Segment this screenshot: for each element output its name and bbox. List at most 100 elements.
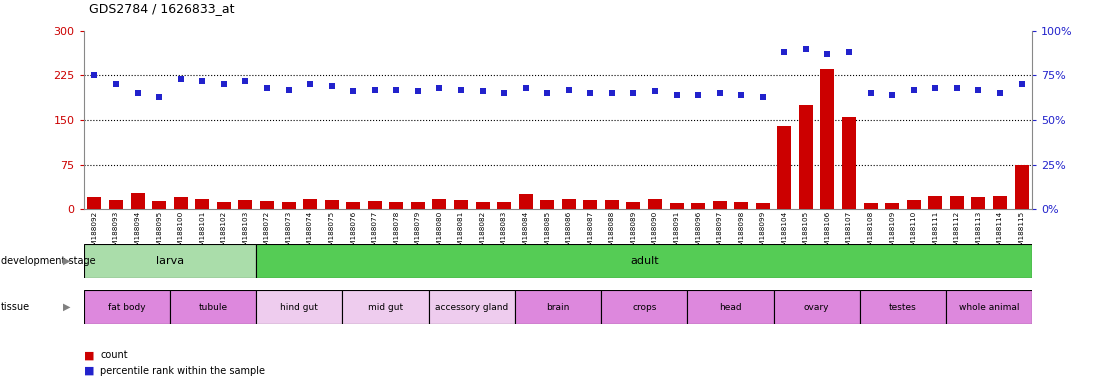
- Text: adult: adult: [629, 256, 658, 266]
- Point: [107, 81, 125, 87]
- Point: [947, 85, 965, 91]
- Text: fat body: fat body: [108, 303, 145, 312]
- Bar: [346, 202, 360, 209]
- Point: [646, 88, 664, 94]
- Text: larva: larva: [156, 256, 184, 266]
- Bar: [195, 199, 210, 209]
- Bar: [343, 290, 429, 324]
- Bar: [217, 202, 231, 209]
- Point: [215, 81, 233, 87]
- Bar: [605, 200, 619, 209]
- Text: accessory gland: accessory gland: [435, 303, 509, 312]
- Bar: [540, 200, 555, 209]
- Text: ▶: ▶: [62, 302, 70, 312]
- Bar: [950, 196, 964, 209]
- Bar: [84, 290, 170, 324]
- Bar: [411, 202, 425, 209]
- Bar: [687, 290, 773, 324]
- Point: [690, 92, 708, 98]
- Text: testes: testes: [889, 303, 917, 312]
- Bar: [519, 194, 532, 209]
- Text: percentile rank within the sample: percentile rank within the sample: [100, 366, 266, 376]
- Bar: [864, 204, 877, 209]
- Point: [452, 86, 470, 93]
- Text: head: head: [719, 303, 742, 312]
- Point: [926, 85, 944, 91]
- Bar: [1014, 165, 1029, 209]
- Point: [408, 88, 426, 94]
- Bar: [281, 202, 296, 209]
- Bar: [454, 200, 468, 209]
- Bar: [820, 70, 835, 209]
- Bar: [239, 200, 252, 209]
- Point: [883, 92, 901, 98]
- Text: ■: ■: [84, 366, 94, 376]
- Text: crops: crops: [632, 303, 656, 312]
- Bar: [602, 290, 687, 324]
- Point: [258, 85, 276, 91]
- Bar: [561, 199, 576, 209]
- Bar: [946, 290, 1032, 324]
- Text: brain: brain: [547, 303, 569, 312]
- Point: [86, 72, 104, 78]
- Bar: [648, 199, 662, 209]
- Bar: [429, 290, 514, 324]
- Point: [560, 86, 578, 93]
- Point: [797, 45, 815, 51]
- Point: [625, 90, 643, 96]
- Text: whole animal: whole animal: [959, 303, 1019, 312]
- Point: [473, 88, 491, 94]
- Point: [667, 92, 685, 98]
- Text: count: count: [100, 350, 128, 360]
- Point: [193, 78, 211, 84]
- Text: tubule: tubule: [199, 303, 228, 312]
- Bar: [131, 193, 145, 209]
- Point: [754, 94, 772, 100]
- Bar: [971, 197, 985, 209]
- Bar: [497, 202, 511, 209]
- Bar: [87, 197, 102, 209]
- Text: development stage: development stage: [1, 256, 96, 266]
- Bar: [756, 204, 770, 209]
- Point: [237, 78, 254, 84]
- Bar: [109, 200, 123, 209]
- Point: [776, 49, 793, 55]
- Bar: [778, 126, 791, 209]
- Point: [323, 83, 340, 89]
- Bar: [734, 202, 748, 209]
- Bar: [713, 201, 727, 209]
- Bar: [929, 196, 942, 209]
- Point: [344, 88, 362, 94]
- Point: [366, 86, 384, 93]
- Text: GDS2784 / 1626833_at: GDS2784 / 1626833_at: [89, 2, 234, 15]
- Bar: [325, 200, 338, 209]
- Bar: [304, 199, 317, 209]
- Bar: [257, 244, 1032, 278]
- Bar: [174, 197, 187, 209]
- Bar: [84, 244, 257, 278]
- Bar: [859, 290, 946, 324]
- Point: [387, 86, 405, 93]
- Bar: [691, 204, 705, 209]
- Bar: [670, 204, 684, 209]
- Bar: [432, 199, 446, 209]
- Bar: [885, 204, 899, 209]
- Point: [991, 90, 1009, 96]
- Point: [280, 86, 298, 93]
- Point: [517, 85, 535, 91]
- Bar: [170, 290, 257, 324]
- Point: [128, 90, 146, 96]
- Point: [905, 86, 923, 93]
- Point: [818, 51, 836, 57]
- Bar: [906, 200, 921, 209]
- Point: [970, 86, 988, 93]
- Point: [301, 81, 319, 87]
- Text: hind gut: hind gut: [280, 303, 318, 312]
- Bar: [773, 290, 859, 324]
- Bar: [514, 290, 602, 324]
- Bar: [843, 117, 856, 209]
- Bar: [584, 200, 597, 209]
- Bar: [257, 290, 343, 324]
- Text: tissue: tissue: [1, 302, 30, 312]
- Point: [603, 90, 620, 96]
